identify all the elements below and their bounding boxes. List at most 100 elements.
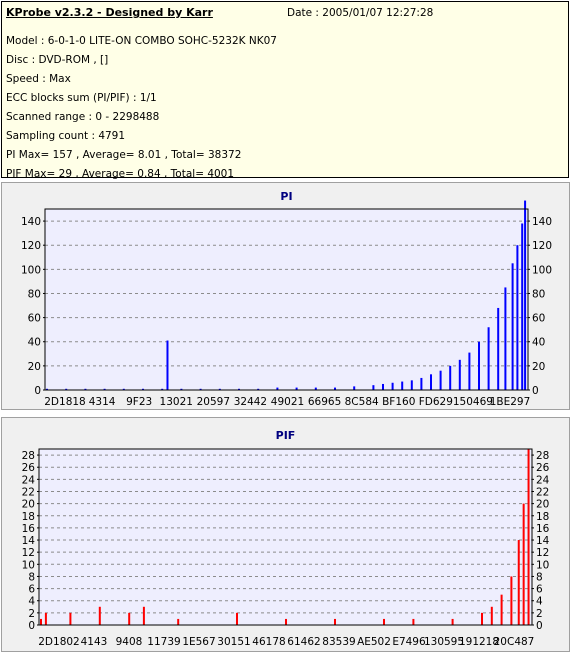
pif-chart-title: PIF (276, 429, 296, 442)
scan-date: Date : 2005/01/07 12:27:28 (287, 7, 434, 19)
pif-ytick-label-left: 12 (22, 547, 35, 559)
pif-ytick-label-right: 24 (536, 474, 550, 486)
pif-xtick-label: 20C487 (494, 636, 535, 648)
pi-bar (257, 388, 260, 390)
pif-bar (451, 618, 454, 625)
pi-ytick-label-left: 60 (28, 313, 41, 325)
disc-line: Disc : DVD-ROM , [] (6, 54, 109, 66)
pi-bar (142, 388, 144, 390)
pif-xtick-label: 191218 (459, 636, 499, 648)
pif-xtick-label: 46178 (252, 636, 285, 648)
scanned-range-line: Scanned range : 0 - 2298488 (6, 111, 160, 123)
pi-bar (218, 388, 221, 390)
pi-bar (478, 341, 480, 390)
pi-bar (84, 388, 87, 390)
pi-ytick-label-right: 80 (532, 288, 545, 300)
pif-ytick-label-right: 28 (536, 450, 549, 462)
pi-bar (103, 388, 106, 390)
pif-summary-line: PIF Max= 29 , Average= 0.84 , Total= 400… (6, 168, 235, 180)
pi-bar (382, 383, 384, 390)
pi-bar (199, 388, 202, 390)
pi-bar (391, 382, 394, 390)
pif-xtick-label: E7496 (392, 636, 426, 648)
pif-bar (481, 612, 483, 625)
pi-bar (511, 263, 514, 390)
pif-ytick-label-left: 22 (22, 486, 35, 498)
pi-xtick-label: 150469 (453, 396, 493, 408)
pif-ytick-label-right: 0 (536, 620, 543, 632)
pif-xtick-label: 61462 (287, 636, 320, 648)
pif-bar (128, 612, 131, 625)
pif-bar (44, 612, 47, 625)
pif-bar (510, 576, 513, 625)
pif-xtick-label: 30151 (217, 636, 250, 648)
pif-ytick-label-right: 6 (536, 584, 543, 596)
pif-xtick-label: 1E567 (182, 636, 215, 648)
pif-xtick-label: AE502 (357, 636, 391, 648)
pif-ytick-label-left: 8 (28, 571, 35, 583)
pi-summary-line: PI Max= 157 , Average= 8.01 , Total= 383… (6, 149, 242, 161)
pif-bar (334, 618, 336, 625)
pi-ytick-label-left: 80 (28, 288, 41, 300)
pi-xtick-label: 20597 (197, 396, 230, 408)
pif-bar (500, 594, 503, 625)
speed-line: Speed : Max (6, 73, 71, 85)
pif-bar (285, 618, 287, 625)
pi-bar (516, 245, 519, 390)
pif-bar (527, 449, 530, 625)
pi-xtick-label: BF160 (382, 396, 415, 408)
pif-bar (236, 612, 238, 625)
pif-bar (522, 503, 525, 625)
pi-bar (353, 386, 356, 390)
pif-ytick-label-right: 18 (536, 511, 549, 523)
pif-ytick-label-right: 4 (536, 596, 543, 608)
pi-bar (420, 377, 423, 390)
pi-bar (497, 307, 500, 390)
pif-ytick-label-right: 12 (536, 547, 549, 559)
pi-ytick-label-right: 120 (532, 240, 552, 252)
pif-bar (177, 618, 180, 625)
pi-xtick-label: 1BE297 (490, 396, 531, 408)
pi-ytick-label-left: 140 (21, 216, 41, 228)
pi-bar (314, 387, 317, 390)
sampling-count-line: Sampling count : 4791 (6, 130, 126, 142)
pif-ytick-label-left: 4 (28, 596, 35, 608)
pif-bar (383, 618, 385, 625)
pi-chart-title: PI (280, 190, 292, 203)
pi-ytick-label-right: 40 (532, 337, 545, 349)
pif-ytick-label-left: 24 (22, 474, 36, 486)
info-panel: KProbe v2.3.2 - Designed by Karr Date : … (1, 1, 569, 180)
pif-xtick-label: 4143 (81, 636, 108, 648)
pi-bar (238, 388, 240, 390)
pi-bar (161, 388, 164, 390)
pi-xtick-label: 13021 (160, 396, 193, 408)
pi-bar (504, 287, 507, 390)
pi-bar (410, 380, 413, 390)
pif-ytick-label-right: 22 (536, 486, 549, 498)
pif-bar (517, 540, 520, 625)
ecc-line: ECC blocks sum (PI/PIF) : 1/1 (6, 92, 157, 104)
pi-ytick-label-left: 20 (28, 361, 41, 373)
pi-bar (180, 388, 183, 390)
pi-bar (401, 381, 404, 390)
pif-ytick-label-left: 20 (22, 499, 35, 511)
pi-bar (295, 387, 298, 390)
app-title: KProbe v2.3.2 - Designed by Karr (6, 6, 213, 19)
pi-ytick-label-right: 20 (532, 361, 545, 373)
pif-ytick-label-left: 14 (22, 535, 36, 547)
pi-xtick-label: 66965 (308, 396, 341, 408)
pif-chart-panel: PIF 0 0 2 2 4 4 6 6 8 8 10 10 12 12 14 14 16 16 18 18 20 20 22 2… (1, 417, 570, 652)
pi-axes-frame (44, 208, 529, 391)
pi-bar (122, 388, 125, 390)
pif-ytick-label-right: 10 (536, 559, 549, 571)
pi-ytick-label-right: 140 (532, 216, 552, 228)
pif-ytick-label-left: 6 (28, 584, 35, 596)
pif-bar (142, 606, 145, 625)
pi-bar (468, 352, 471, 390)
pi-xtick-label: 2D1818 (44, 396, 86, 408)
pif-xtick-label: 2D1802 (38, 636, 80, 648)
pif-ytick-label-right: 20 (536, 499, 549, 511)
pi-xtick-label: 8C584 (345, 396, 379, 408)
pif-ytick-label-left: 2 (28, 608, 35, 620)
